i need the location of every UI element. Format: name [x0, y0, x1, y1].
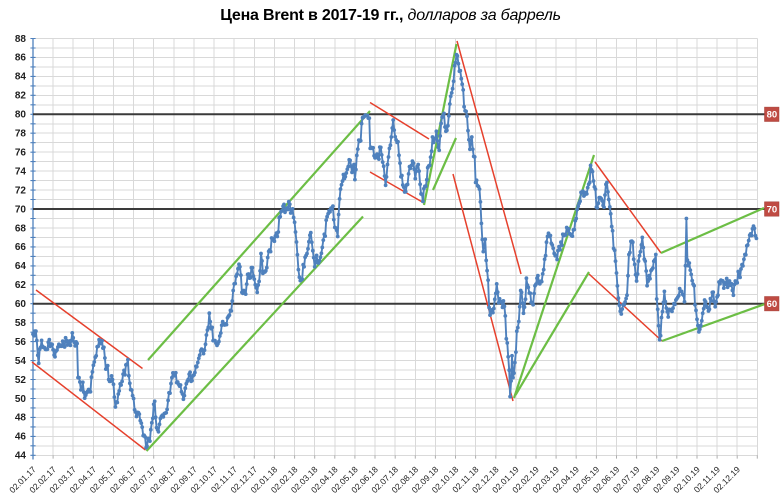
svg-text:60: 60 — [767, 299, 778, 310]
svg-text:50: 50 — [15, 394, 27, 405]
svg-text:60: 60 — [15, 299, 27, 310]
svg-text:76: 76 — [15, 148, 27, 159]
svg-text:70: 70 — [767, 204, 778, 215]
svg-text:74: 74 — [15, 166, 27, 177]
svg-text:88: 88 — [15, 34, 27, 45]
svg-text:66: 66 — [15, 242, 27, 253]
svg-text:86: 86 — [15, 53, 27, 64]
svg-text:84: 84 — [15, 72, 27, 83]
svg-text:62: 62 — [15, 280, 27, 291]
svg-text:46: 46 — [15, 432, 27, 443]
svg-text:58: 58 — [15, 318, 27, 329]
svg-text:52: 52 — [15, 375, 27, 386]
svg-text:64: 64 — [15, 261, 27, 272]
svg-text:44: 44 — [15, 451, 27, 462]
svg-text:70: 70 — [15, 204, 27, 215]
svg-text:72: 72 — [15, 185, 27, 196]
svg-text:54: 54 — [15, 356, 27, 367]
svg-text:78: 78 — [15, 129, 27, 140]
svg-text:48: 48 — [15, 413, 27, 424]
svg-text:80: 80 — [15, 110, 27, 121]
svg-text:56: 56 — [15, 337, 27, 348]
svg-text:68: 68 — [15, 223, 27, 234]
svg-text:82: 82 — [15, 91, 27, 102]
svg-text:80: 80 — [767, 110, 778, 121]
